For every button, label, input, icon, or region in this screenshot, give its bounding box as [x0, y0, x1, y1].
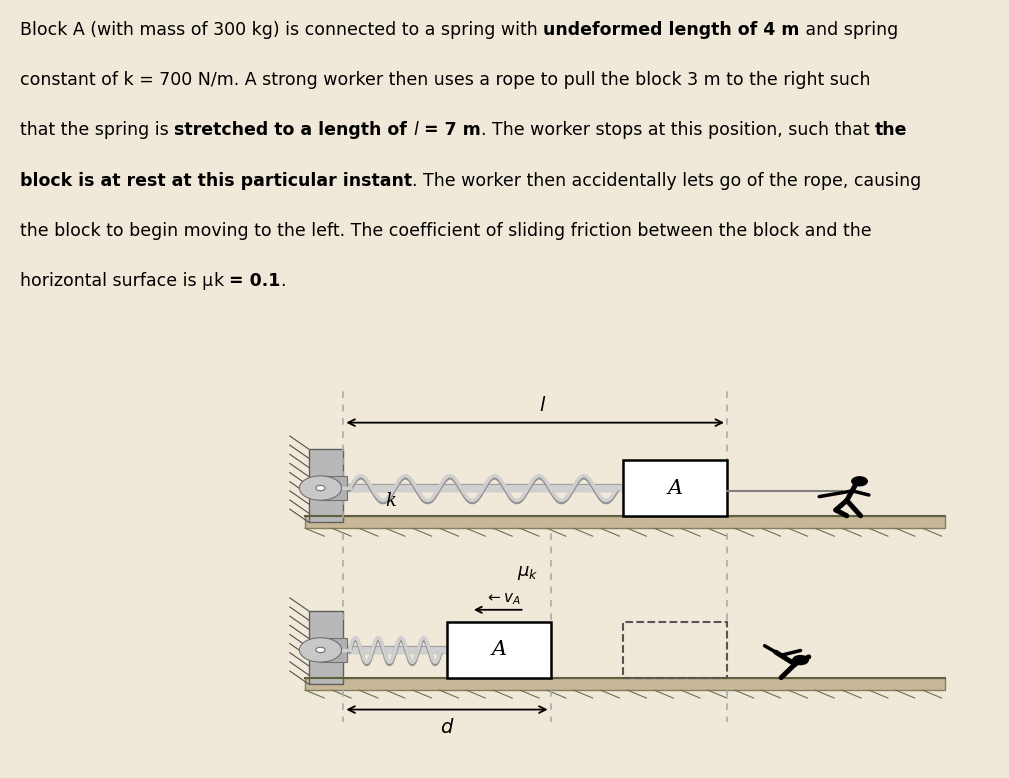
Bar	[309, 449, 343, 523]
Circle shape	[300, 476, 341, 500]
Text: block is at rest at this particular instant: block is at rest at this particular inst…	[20, 172, 412, 190]
Bar	[321, 638, 347, 662]
Text: and spring: and spring	[799, 21, 898, 39]
Text: l: l	[413, 121, 418, 139]
Bar	[305, 678, 945, 690]
Text: $\leftarrow v_A$: $\leftarrow v_A$	[484, 591, 521, 607]
Text: A: A	[491, 640, 507, 660]
Bar	[321, 476, 347, 500]
Bar	[309, 612, 343, 685]
Bar	[305, 516, 945, 528]
Text: . The worker stops at this position, such that: . The worker stops at this position, suc…	[480, 121, 875, 139]
Text: $l$: $l$	[539, 396, 547, 415]
Circle shape	[300, 638, 341, 662]
Text: that the spring is: that the spring is	[20, 121, 175, 139]
Text: . The worker then accidentally lets go of the rope, causing: . The worker then accidentally lets go o…	[412, 172, 921, 190]
Text: k: k	[385, 492, 397, 510]
Text: the block to begin moving to the left. The coefficient of sliding friction betwe: the block to begin moving to the left. T…	[20, 222, 872, 240]
Circle shape	[793, 656, 808, 664]
Text: A: A	[668, 478, 683, 498]
Bar	[624, 461, 726, 516]
Bar	[624, 622, 726, 678]
Circle shape	[852, 477, 868, 485]
Text: horizontal surface is μ: horizontal surface is μ	[20, 272, 213, 290]
Bar	[447, 622, 551, 678]
Text: the: the	[875, 121, 907, 139]
Text: $\mu_k$: $\mu_k$	[517, 564, 538, 582]
Circle shape	[316, 485, 325, 491]
Text: = 0.1: = 0.1	[223, 272, 281, 290]
Text: k: k	[213, 272, 223, 290]
Text: constant of k = 700 N/m. A strong worker then uses a rope to pull the block 3 m : constant of k = 700 N/m. A strong worker…	[20, 72, 871, 89]
Text: stretched to a length of: stretched to a length of	[175, 121, 413, 139]
Text: = 7 m: = 7 m	[418, 121, 480, 139]
Text: Block A (with mass of 300 kg) is connected to a spring with: Block A (with mass of 300 kg) is connect…	[20, 21, 543, 39]
Circle shape	[316, 647, 325, 653]
Text: .: .	[281, 272, 287, 290]
Text: undeformed length of 4 m: undeformed length of 4 m	[543, 21, 799, 39]
Text: $d$: $d$	[440, 717, 454, 737]
